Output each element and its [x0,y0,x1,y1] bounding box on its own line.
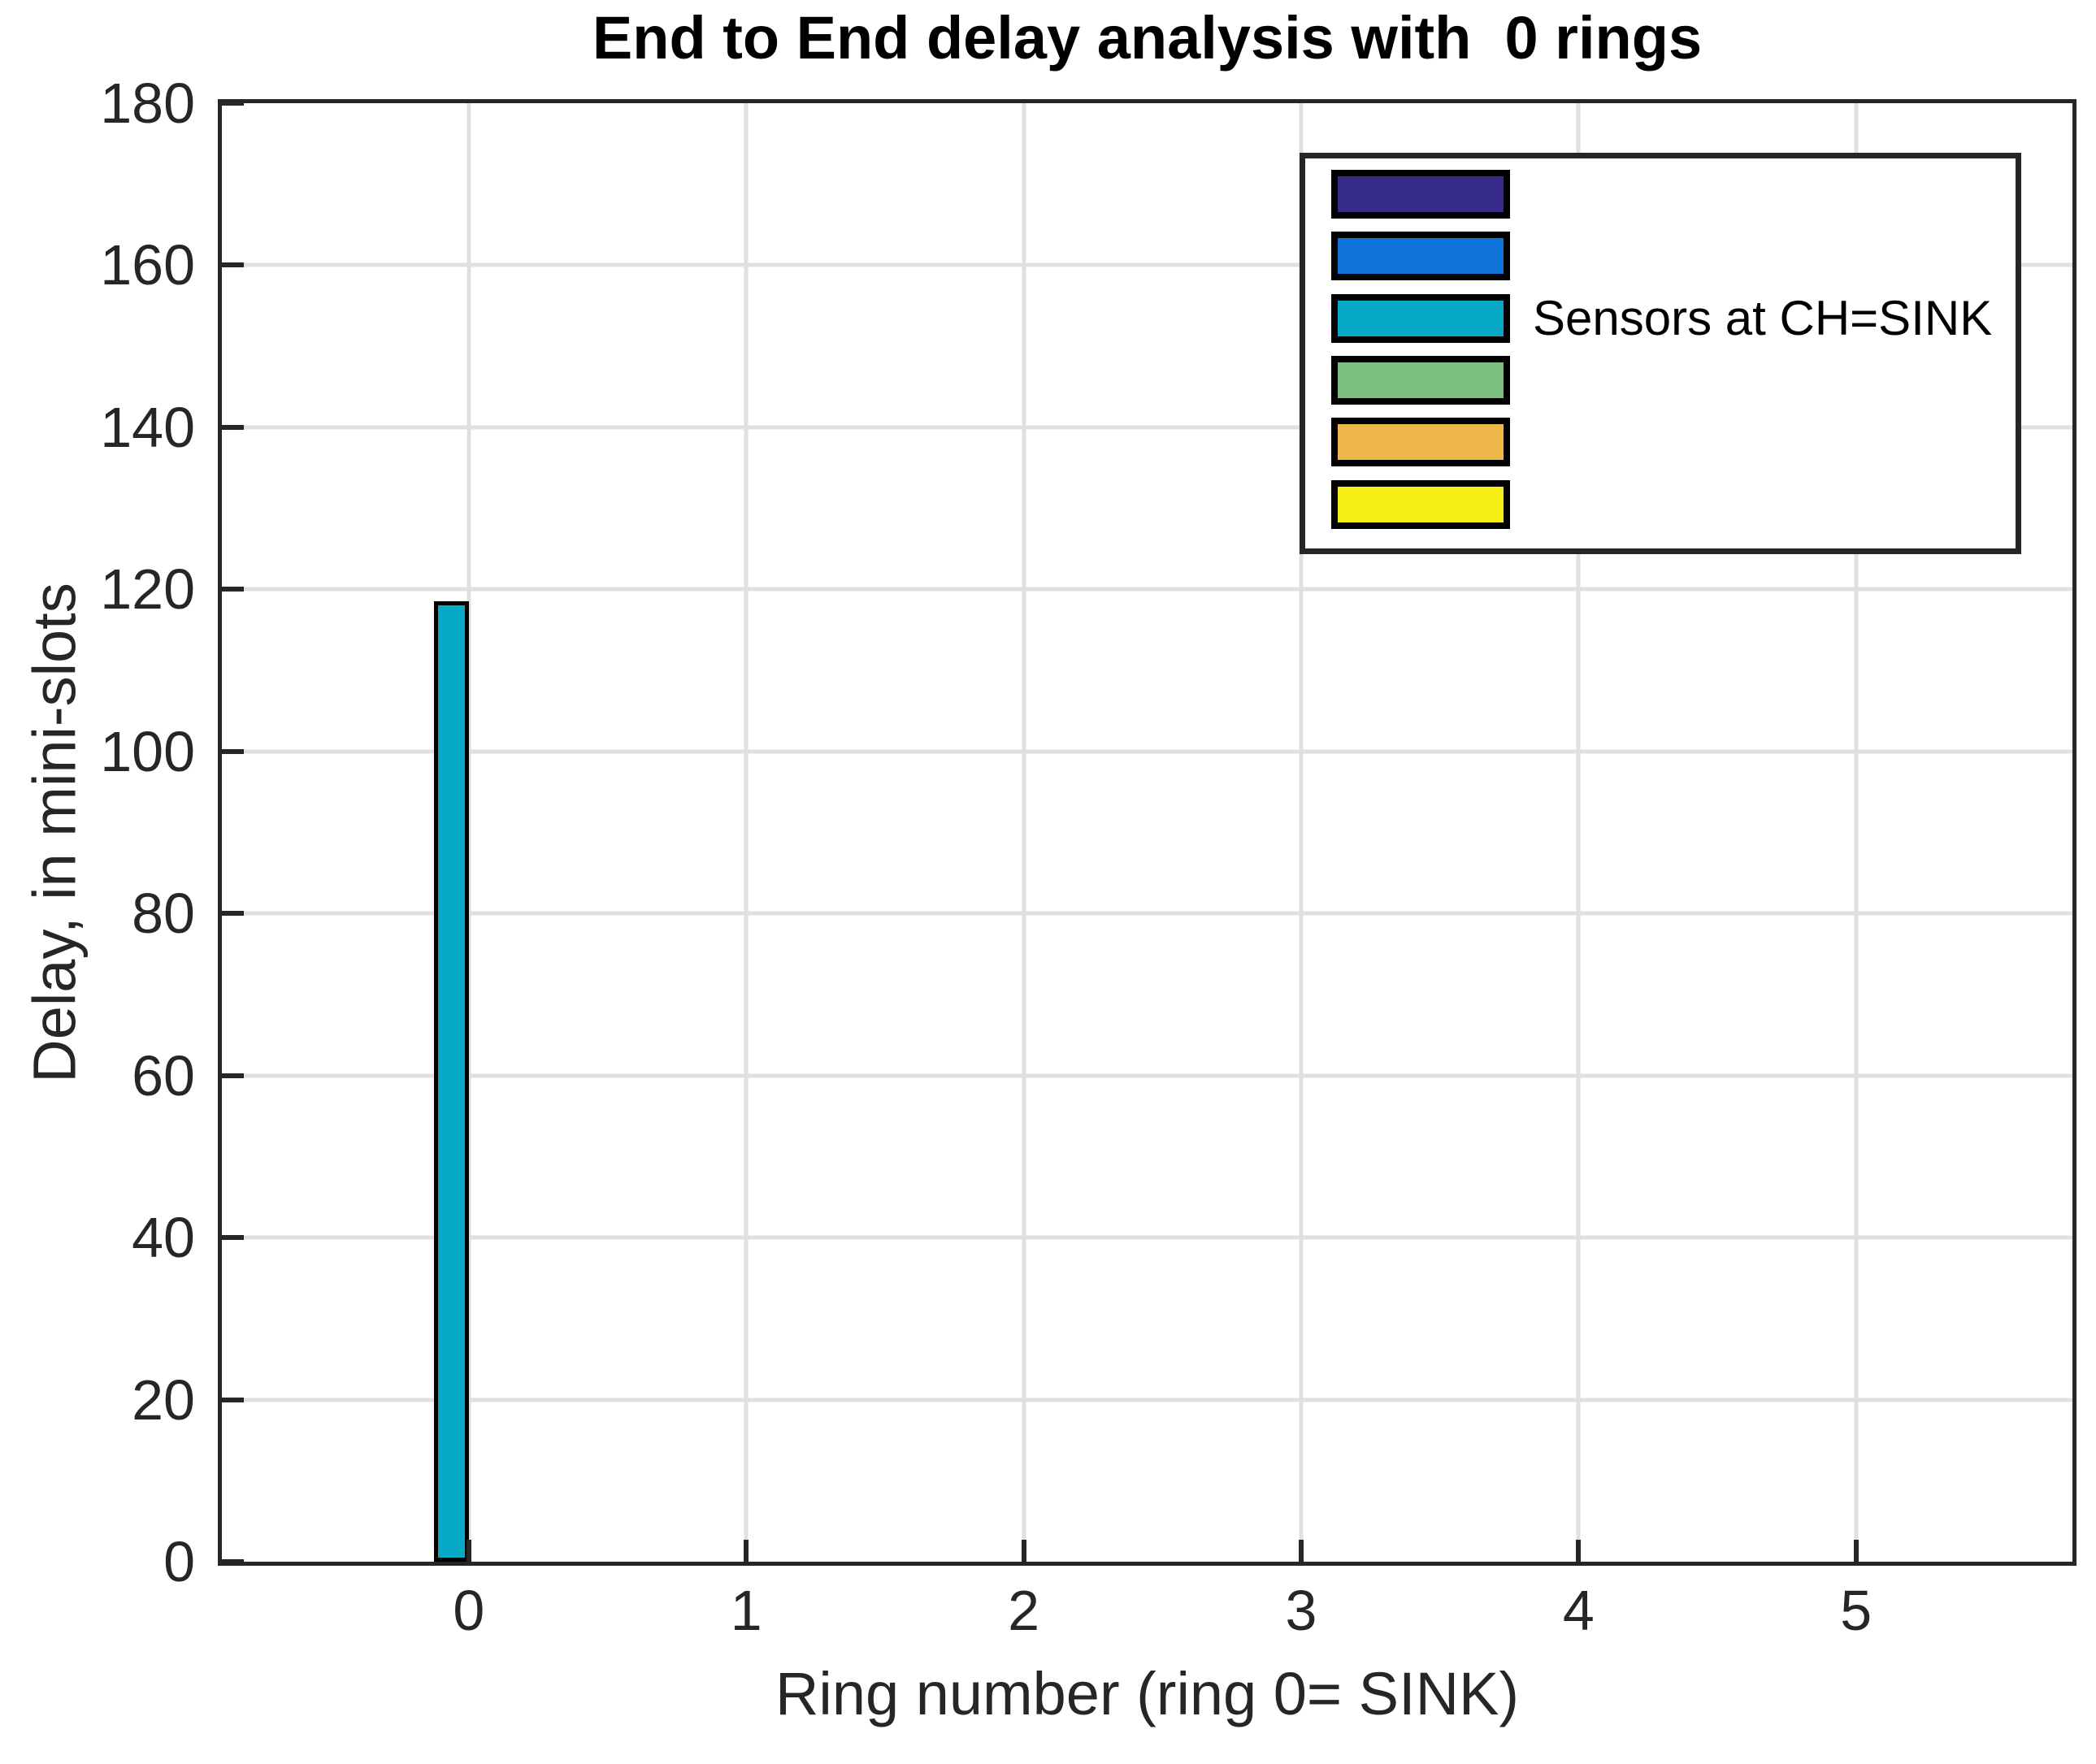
x-tick-label-1: 1 [730,1579,762,1642]
legend-row-3: Sensors at CH=SINK [1331,291,1992,345]
y-tick-label-160: 160 [100,233,195,297]
y-tick-100 [222,748,244,754]
y-tick-0 [222,1559,244,1564]
y-tick-80 [222,911,244,917]
x-gridline-5 [1854,103,1859,1562]
y-tick-140 [222,424,244,430]
y-gridline-160 [222,262,2072,267]
y-tick-label-180: 180 [100,72,195,135]
chart-title: End to End delay analysis with 0 rings [592,4,1703,72]
y-axis-label: Delay, in mini-slots [20,583,89,1083]
legend-swatch-2 [1331,232,1510,281]
y-gridline-20 [222,1398,2072,1402]
x-tick-0 [466,1540,471,1562]
y-tick-160 [222,262,244,268]
y-tick-label-40: 40 [132,1206,195,1270]
x-tick-4 [1576,1540,1582,1562]
x-gridline-4 [1576,103,1581,1562]
y-tick-20 [222,1397,244,1402]
legend-swatch-5 [1331,418,1510,467]
x-tick-label-2: 2 [1008,1579,1040,1642]
x-gridline-1 [744,103,749,1562]
x-tick-3 [1298,1540,1304,1562]
legend-swatch-3 [1331,293,1510,343]
x-tick-label-4: 4 [1562,1579,1595,1642]
legend-swatch-4 [1331,355,1510,405]
y-tick-60 [222,1073,244,1078]
y-tick-label-0: 0 [163,1530,195,1593]
y-gridline-60 [222,1073,2072,1078]
legend-swatch-6 [1331,479,1510,529]
x-tick-1 [744,1540,749,1562]
x-gridline-0 [467,103,471,1562]
y-gridline-120 [222,587,2072,592]
x-axis-label: Ring number (ring 0= SINK) [775,1660,1520,1727]
y-tick-label-20: 20 [132,1367,195,1432]
legend-row-4 [1331,355,1510,405]
x-tick-label-3: 3 [1285,1579,1317,1642]
y-gridline-140 [222,425,2072,430]
legend-swatch-1 [1331,170,1510,219]
y-tick-label-60: 60 [132,1043,195,1107]
y-tick-label-120: 120 [100,557,195,622]
x-tick-label-0: 0 [453,1579,485,1642]
x-gridline-2 [1022,103,1026,1562]
bar-series-3-ring-0 [434,601,469,1562]
y-tick-40 [222,1235,244,1241]
x-tick-5 [1853,1540,1859,1562]
y-tick-180 [222,101,244,106]
x-tick-2 [1021,1540,1026,1562]
legend: Sensors at CH=SINK [1300,153,2021,554]
legend-row-2 [1331,232,1510,281]
legend-row-5 [1331,418,1510,467]
y-tick-120 [222,587,244,592]
y-tick-label-140: 140 [100,395,195,459]
legend-label-3: Sensors at CH=SINK [1533,291,1993,346]
y-tick-label-80: 80 [132,882,195,946]
y-gridline-100 [222,749,2072,754]
legend-row-6 [1331,479,1510,529]
y-gridline-80 [222,911,2072,916]
y-tick-label-100: 100 [100,719,195,783]
x-gridline-3 [1299,103,1304,1562]
y-gridline-40 [222,1235,2072,1240]
x-tick-label-5: 5 [1840,1579,1873,1642]
legend-row-1 [1331,170,1510,219]
